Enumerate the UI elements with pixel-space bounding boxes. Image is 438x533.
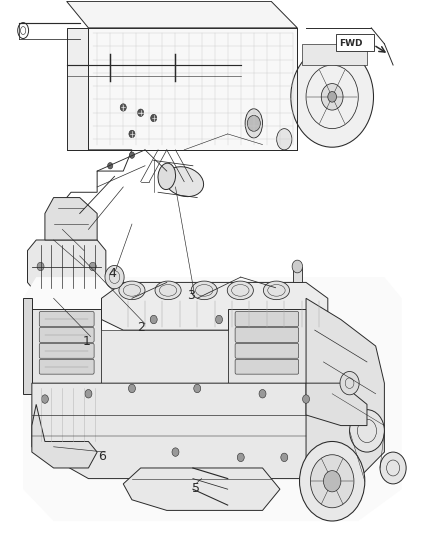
Circle shape (350, 410, 385, 452)
Polygon shape (32, 309, 102, 383)
Text: FWD: FWD (339, 39, 362, 48)
Polygon shape (302, 44, 367, 65)
Circle shape (194, 384, 201, 393)
FancyBboxPatch shape (39, 327, 94, 342)
Circle shape (328, 92, 336, 102)
Circle shape (151, 114, 157, 122)
Polygon shape (306, 383, 367, 425)
Ellipse shape (245, 109, 262, 138)
FancyBboxPatch shape (39, 359, 94, 374)
Circle shape (150, 316, 157, 324)
FancyBboxPatch shape (336, 34, 374, 51)
Polygon shape (28, 240, 106, 293)
Polygon shape (32, 383, 341, 479)
Circle shape (311, 455, 354, 508)
Circle shape (380, 452, 406, 484)
Polygon shape (88, 28, 297, 150)
Polygon shape (67, 2, 297, 28)
Circle shape (291, 46, 374, 147)
FancyBboxPatch shape (235, 327, 299, 342)
Polygon shape (23, 277, 402, 521)
Text: 2: 2 (137, 321, 145, 334)
Polygon shape (293, 266, 302, 282)
Polygon shape (228, 309, 306, 383)
Circle shape (292, 260, 303, 273)
Polygon shape (102, 282, 328, 330)
Circle shape (85, 390, 92, 398)
FancyBboxPatch shape (235, 359, 299, 374)
Circle shape (129, 152, 134, 158)
Ellipse shape (158, 163, 176, 190)
Circle shape (89, 262, 96, 271)
Circle shape (300, 441, 365, 521)
Text: 6: 6 (99, 450, 106, 463)
Ellipse shape (263, 281, 290, 300)
FancyBboxPatch shape (39, 312, 94, 326)
Circle shape (215, 316, 223, 324)
Text: 3: 3 (187, 289, 194, 302)
Circle shape (172, 448, 179, 456)
Ellipse shape (191, 281, 217, 300)
Circle shape (303, 395, 310, 403)
FancyBboxPatch shape (39, 343, 94, 358)
Circle shape (105, 265, 124, 289)
Circle shape (323, 471, 341, 492)
Ellipse shape (155, 281, 181, 300)
FancyBboxPatch shape (235, 343, 299, 358)
Polygon shape (67, 28, 88, 150)
Circle shape (120, 104, 126, 111)
Circle shape (247, 115, 260, 131)
Circle shape (108, 163, 113, 169)
Ellipse shape (165, 167, 204, 197)
Circle shape (259, 390, 266, 398)
Circle shape (129, 130, 135, 138)
Circle shape (281, 453, 288, 462)
Circle shape (138, 109, 144, 116)
Polygon shape (102, 330, 228, 383)
Circle shape (321, 84, 343, 110)
Ellipse shape (277, 128, 292, 150)
Circle shape (340, 372, 359, 395)
Polygon shape (32, 405, 97, 468)
FancyBboxPatch shape (235, 312, 299, 326)
Circle shape (237, 453, 244, 462)
Circle shape (128, 384, 135, 393)
Ellipse shape (227, 281, 253, 300)
Polygon shape (23, 298, 32, 394)
Text: 5: 5 (192, 482, 200, 495)
Polygon shape (123, 468, 280, 511)
Ellipse shape (119, 281, 145, 300)
Circle shape (37, 262, 44, 271)
Polygon shape (45, 198, 97, 240)
Text: 1: 1 (82, 335, 90, 348)
Polygon shape (306, 298, 385, 479)
Circle shape (42, 395, 48, 403)
Text: 4: 4 (109, 267, 117, 280)
